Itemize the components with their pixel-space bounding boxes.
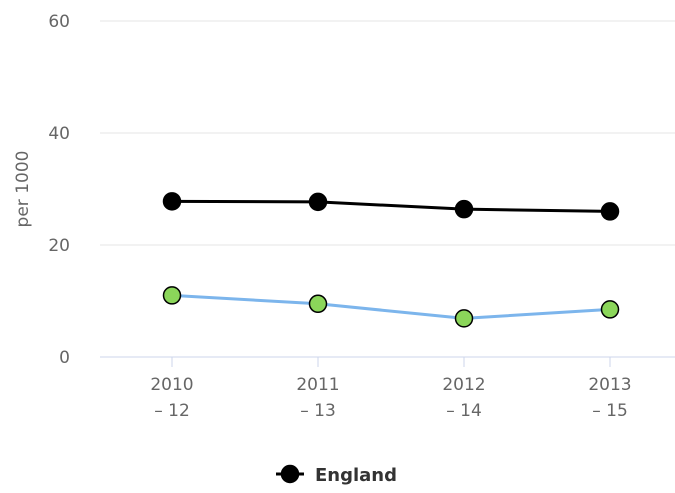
x-tick-label: – 13 [300, 401, 336, 421]
series-england [162, 192, 620, 221]
y-tick-label: 20 [48, 236, 70, 256]
y-tick-label: 0 [59, 348, 70, 368]
legend-label: England [315, 465, 397, 486]
gridlines [100, 20, 675, 246]
series-line [170, 293, 612, 320]
x-tick-label: – 12 [154, 401, 190, 421]
legend: England [276, 464, 397, 486]
data-point[interactable] [162, 192, 182, 211]
data-point[interactable] [454, 199, 474, 219]
x-tick-label: – 15 [592, 401, 628, 421]
legend-marker-symbol [280, 464, 300, 484]
data-point[interactable] [308, 192, 328, 212]
x-tick-label: – 14 [446, 401, 482, 421]
y-tick-label: 60 [48, 12, 70, 32]
x-tick-label: 2011 [296, 375, 339, 395]
data-point[interactable] [600, 300, 620, 319]
series-1 [162, 286, 620, 328]
series-layer [162, 192, 620, 328]
data-point[interactable] [308, 294, 328, 314]
x-axis: 2010 – 12 2011 – 13 2012 – 14 2013 – 15 [100, 356, 675, 421]
x-tick-label: 2010 [150, 375, 193, 395]
x-tick-label: 2012 [442, 375, 485, 395]
y-tick-label: 40 [48, 124, 70, 144]
y-axis-tick-labels: 0 20 40 60 [48, 12, 70, 368]
data-point[interactable] [454, 309, 474, 328]
data-point[interactable] [600, 202, 620, 221]
y-axis-title: per 1000 [13, 151, 33, 228]
legend-item-england[interactable]: England [276, 464, 397, 486]
series-line [170, 199, 612, 213]
x-tick-label: 2013 [588, 375, 631, 395]
data-point[interactable] [162, 286, 182, 305]
